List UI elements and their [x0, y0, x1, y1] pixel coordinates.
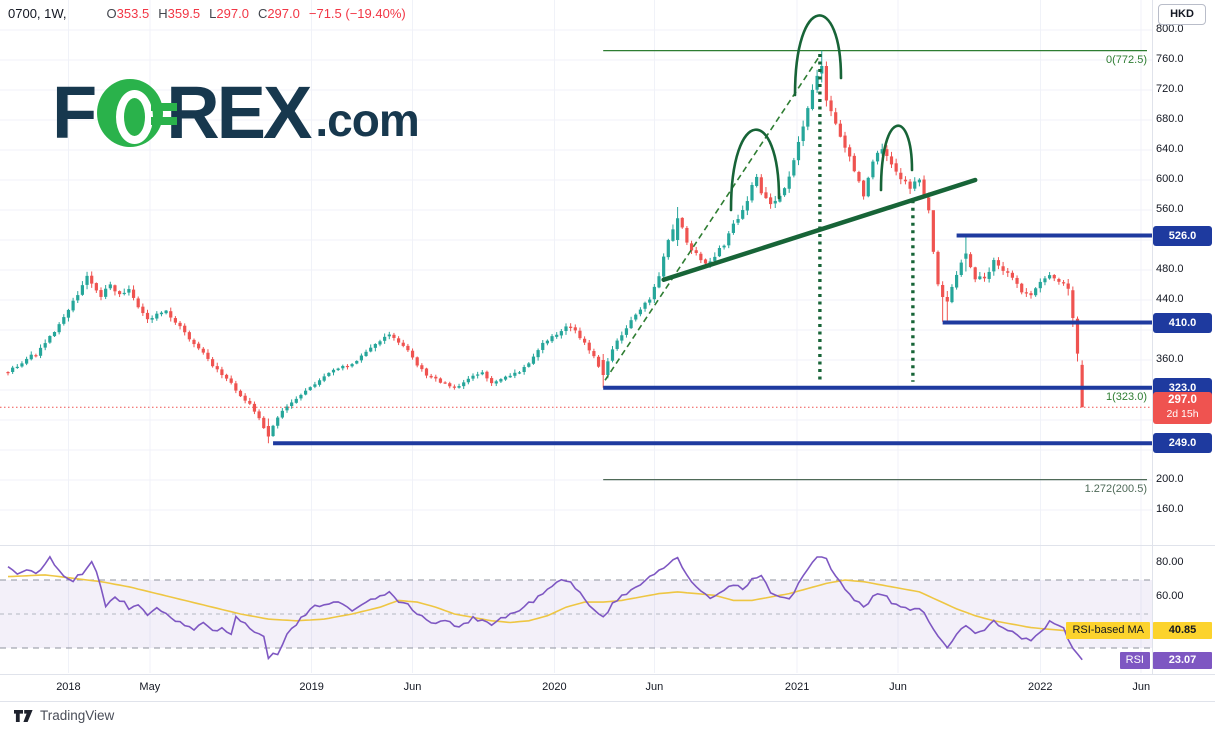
- symbol-interval[interactable]: 0700, 1W,: [8, 6, 67, 21]
- gridlines: [0, 0, 1152, 673]
- rising-trendline: [661, 177, 978, 282]
- rsi-lines: [7, 555, 1083, 661]
- time-label-Jun: Jun: [645, 681, 664, 693]
- level-badge-526.0: 526.0: [1153, 225, 1212, 246]
- price-tick-560: 560.0: [1156, 203, 1184, 215]
- time-label-Jun: Jun: [889, 681, 907, 693]
- right-shoulder-arc: [879, 124, 914, 192]
- time-label-2019: 2019: [299, 681, 324, 693]
- time-label-2020: 2020: [542, 681, 567, 693]
- price-tick-440: 440.0: [1156, 293, 1184, 305]
- watermark-dotcom: .com: [315, 94, 419, 146]
- price-tick-680: 680.0: [1156, 113, 1184, 125]
- bar-countdown: 2d 15h: [1166, 408, 1199, 421]
- fib-label-1.272(200.5): 1.272(200.5): [1084, 482, 1147, 495]
- price-tick-480: 480.0: [1156, 263, 1184, 275]
- ohlc-l: L297.0: [209, 6, 249, 21]
- head-arc: [793, 14, 843, 97]
- price-tick-640: 640.0: [1156, 143, 1184, 155]
- left-shoulder-arc: [729, 128, 781, 212]
- price-tick-160: 160.0: [1156, 503, 1184, 515]
- tradingview-attribution[interactable]: TradingView: [14, 708, 114, 723]
- watermark-letters-rex: REX: [166, 71, 312, 154]
- forex-watermark: F REX .com: [52, 71, 420, 154]
- pane-borders: [0, 0, 1215, 700]
- ohlc-c: C297.0: [257, 6, 300, 21]
- rsi-pane: [0, 579, 1152, 649]
- ohlc-h: H359.5: [158, 6, 201, 21]
- drawing-annotations[interactable]: [604, 14, 978, 382]
- time-label-2021: 2021: [784, 681, 810, 693]
- watermark-letter-f: F: [52, 71, 97, 154]
- dashed-trend-guide: [604, 56, 820, 381]
- price-tick-360: 360.0: [1156, 353, 1184, 365]
- price-tick-600: 600.0: [1156, 173, 1184, 185]
- rsi-ma-label[interactable]: RSI-based MA: [1066, 621, 1150, 639]
- currency-toggle-badge[interactable]: HKD: [1158, 4, 1206, 25]
- price-tick-720: 720.0: [1156, 83, 1184, 95]
- last-price-value: 297.0: [1168, 394, 1197, 407]
- price-tick-200: 200.0: [1156, 473, 1184, 485]
- rsi-tick-80: 80.00: [1156, 556, 1184, 568]
- candles-layer: [6, 50, 1084, 444]
- forex-zero-icon: [97, 79, 178, 147]
- ohlc-legend: 0700, 1W, O353.5 H359.5 L297.0 C297.0 −71.5…: [8, 6, 406, 21]
- time-label-2018: 2018: [56, 681, 81, 693]
- price-tick-800: 800.0: [1156, 23, 1184, 35]
- ohlc-o: O353.5: [106, 6, 150, 21]
- tradingview-brand-text: TradingView: [40, 708, 115, 723]
- ohlc-values: O353.5 H359.5 L297.0 C297.0: [107, 6, 300, 21]
- rsi-tick-60: 60.00: [1156, 590, 1184, 602]
- time-label-May: May: [139, 681, 161, 693]
- level-badge-249.0: 249.0: [1153, 433, 1212, 454]
- time-label-Jun: Jun: [1132, 681, 1151, 693]
- tradingview-logo-icon: [14, 709, 33, 722]
- horizontal-level-lines[interactable]: [273, 233, 1152, 446]
- time-scale[interactable]: 2018 May 2019 Jun 2020 Jun 2021 Jun 2022 Jun: [0, 674, 1215, 702]
- rsi-value-badge: 23.07: [1153, 651, 1212, 669]
- fib-label-0(772.5): 0(772.5): [1106, 53, 1147, 66]
- rsi-label[interactable]: RSI: [1119, 651, 1150, 669]
- time-label-Jun: Jun: [403, 681, 422, 693]
- rsi-ma-value-badge: 40.85: [1153, 621, 1212, 639]
- last-price-badge: 297.0 2d 15h: [1153, 392, 1212, 425]
- fib-label-1(323.0): 1(323.0): [1106, 390, 1147, 403]
- fib-retracement-lines[interactable]: [603, 50, 1147, 481]
- level-badge-410.0: 410.0: [1153, 312, 1212, 333]
- time-label-2022: 2022: [1028, 681, 1053, 693]
- price-tick-760: 760.0: [1156, 53, 1184, 65]
- change-value: −71.5 (−19.40%): [308, 6, 406, 21]
